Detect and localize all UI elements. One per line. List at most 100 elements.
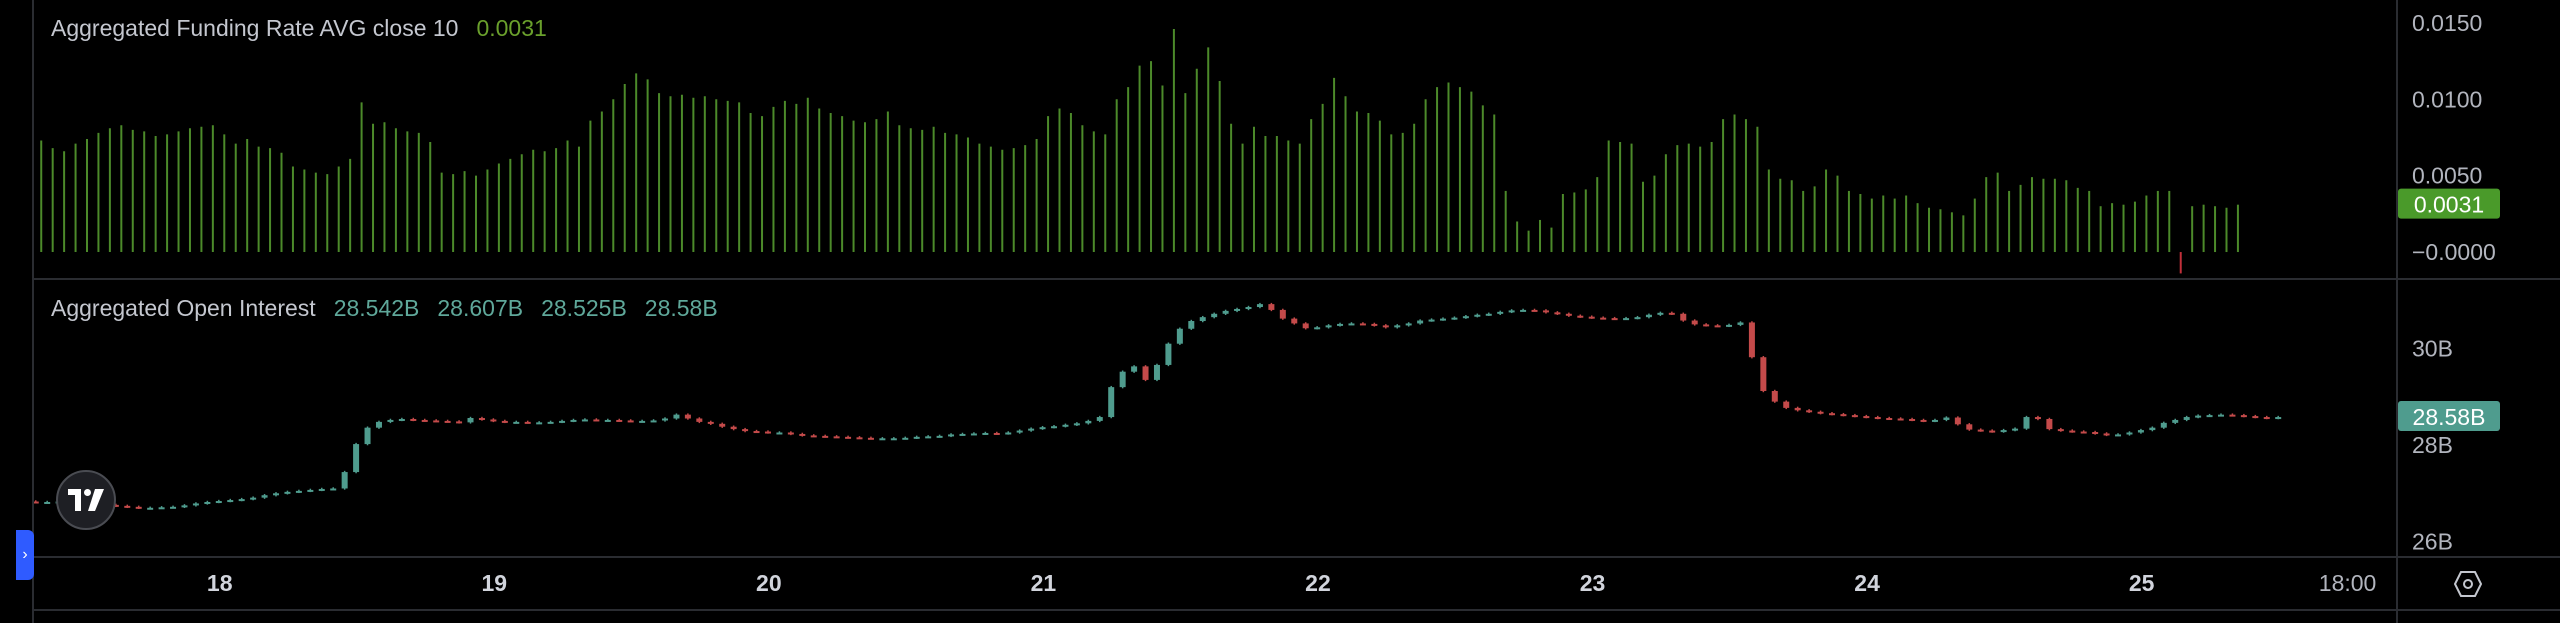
oi-candle-body: [227, 500, 234, 503]
oi-candle-body: [410, 418, 417, 421]
oi-candle-body: [1359, 323, 1366, 326]
oi-candle-body: [1634, 317, 1641, 320]
oi-candle-body: [158, 507, 165, 510]
oi-candle-body: [1405, 323, 1412, 326]
oi-candle-body: [1680, 313, 1687, 321]
oi-candle-body: [307, 489, 314, 492]
chevron-right-icon[interactable]: ›: [16, 530, 34, 580]
oi-candle-body: [1474, 314, 1481, 317]
oi-candle-body: [1531, 309, 1538, 312]
oi-candle-body: [1222, 310, 1229, 314]
oi-candle-body: [1954, 417, 1961, 425]
oi-candle-body: [2172, 419, 2179, 423]
oi-candle-body: [261, 495, 268, 498]
oi-candle-body: [1394, 325, 1401, 328]
oi-candle-body: [970, 433, 977, 436]
oi-candle-body: [364, 427, 371, 445]
oi-candle-body: [1817, 411, 1824, 414]
oi-candle-body: [387, 419, 394, 422]
x-tick-label: 25: [2129, 570, 2155, 596]
oi-candle-body: [1108, 387, 1115, 418]
settings-hexagon-glyph: [2454, 571, 2482, 597]
oi-candle-body: [1600, 317, 1607, 320]
oi-candle-body: [833, 436, 840, 439]
oi-candle-body: [1440, 318, 1447, 321]
oi-candle-body: [273, 493, 280, 496]
oi-candle-body: [1645, 314, 1652, 318]
oi-candle-body: [1062, 424, 1069, 427]
oi-candle-body: [1085, 420, 1092, 424]
oi-candle-body: [1256, 304, 1263, 308]
oi-candle-body: [2080, 431, 2087, 434]
oi-y-tick-label: 28B: [2412, 432, 2453, 458]
oi-candle-body: [1737, 322, 1744, 325]
funding-rate-value: 0.0031: [476, 15, 547, 41]
oi-candle-body: [1096, 417, 1103, 421]
oi-y-tick-label: 30B: [2412, 336, 2453, 362]
time-x-axis: 18 19 20 21 22 23 24 25 18:00: [207, 570, 2376, 596]
oi-candle-body: [181, 505, 188, 508]
oi-candle-body: [570, 419, 577, 422]
oi-candle-body: [44, 501, 51, 504]
oi-candle-body: [1691, 320, 1698, 325]
open-interest-close: 28.58B: [644, 295, 718, 321]
oi-candle-body: [250, 497, 257, 500]
oi-candle-body: [787, 432, 794, 435]
oi-candle-body: [1165, 343, 1172, 365]
oi-candle-body: [604, 419, 611, 422]
settings-hexagon-icon[interactable]: [2445, 565, 2491, 603]
oi-last-value-label: 28.58B: [2413, 404, 2486, 430]
oi-candle-body: [1451, 317, 1458, 320]
funding-last-value-label: 0.0031: [2414, 192, 2484, 218]
oi-candle-body: [1485, 313, 1492, 316]
oi-candle-body: [1565, 313, 1572, 316]
oi-candle-body: [1886, 418, 1893, 421]
oi-candle-body: [627, 420, 634, 423]
oi-candle-body: [879, 438, 886, 441]
oi-candle-body: [112, 504, 119, 507]
oi-candle-body: [810, 435, 817, 438]
oi-candle-body: [662, 418, 669, 421]
oi-candle-body: [1771, 390, 1778, 402]
oi-candle-body: [1279, 309, 1286, 319]
oi-candle-body: [1588, 316, 1595, 319]
oi-candle-body: [2229, 414, 2236, 417]
oi-candle-body: [776, 432, 783, 435]
oi-candle-body: [764, 431, 771, 434]
oi-candle-body: [284, 491, 291, 494]
x-tick-label: 18:00: [2319, 570, 2377, 596]
oi-candle-body: [467, 418, 474, 423]
open-interest-legend: Aggregated Open Interest 28.542B 28.607B…: [51, 295, 718, 322]
oi-candle-body: [1966, 424, 1973, 430]
oi-candle-body: [673, 414, 680, 419]
oi-candle-body: [1291, 318, 1298, 324]
oi-candle-body: [2160, 422, 2167, 428]
oi-candle-body: [959, 433, 966, 436]
oi-candle-body: [1119, 371, 1126, 388]
oi-candle-body: [547, 421, 554, 424]
oi-candle-body: [1417, 320, 1424, 324]
x-tick-label: 23: [1580, 570, 1606, 596]
oi-candle-body: [1806, 410, 1813, 413]
oi-candle-body: [890, 438, 897, 441]
oi-candle-body: [2115, 434, 2122, 437]
oi-candle-body: [902, 437, 909, 440]
oi-candle-body: [1943, 417, 1950, 420]
tradingview-logo-icon[interactable]: [56, 470, 116, 530]
open-interest-low: 28.525B: [541, 295, 627, 321]
oi-candle-body: [490, 419, 497, 422]
oi-candle-body: [993, 432, 1000, 435]
oi-candle-body: [799, 433, 806, 436]
oi-candle-body: [1714, 325, 1721, 328]
oi-candle-body: [2057, 429, 2064, 432]
oi-candle-body: [1874, 417, 1881, 420]
oi-candle-body: [2240, 415, 2247, 418]
oi-candle-body: [1142, 366, 1149, 380]
oi-candle-body: [559, 420, 566, 423]
oi-candle-body: [1851, 415, 1858, 418]
oi-candle-body: [1016, 430, 1023, 433]
oi-candle-body: [742, 429, 749, 432]
oi-candle-body: [1073, 423, 1080, 426]
funding-y-tick-label: −0.0000: [2412, 239, 2496, 265]
